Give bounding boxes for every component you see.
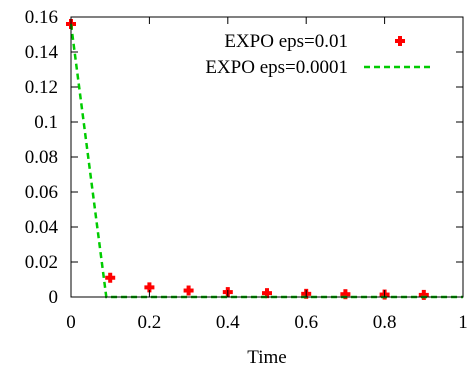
- x-axis-label: Time: [247, 347, 286, 368]
- data-point: [340, 289, 351, 300]
- axes: 0 0.02 0.04 0.06 0.08 0.1 0.12 0.14 0.16 0 0.2 0.4 0…: [25, 7, 468, 333]
- data-point: [262, 288, 272, 299]
- y-tick-label: 0.1: [34, 112, 58, 133]
- y-tick-label: 0: [49, 287, 59, 308]
- y-tick-label: 0.06: [25, 182, 58, 203]
- y-tick-label: 0.14: [25, 42, 59, 63]
- x-tick-label: 0.6: [294, 312, 318, 333]
- x-tick-label: 0.8: [373, 312, 397, 333]
- y-tick-label: 0.12: [25, 77, 58, 98]
- y-tick-label: 0.08: [25, 147, 58, 168]
- legend-label: EXPO eps=0.01: [224, 31, 348, 52]
- legend-label: EXPO eps=0.0001: [205, 57, 348, 78]
- x-tick-label: 1: [458, 312, 468, 333]
- data-point: [144, 282, 155, 293]
- y-tick-label: 0.16: [25, 7, 58, 28]
- legend: EXPO eps=0.01 EXPO eps=0.0001: [205, 31, 434, 78]
- x-tick-label: 0.4: [216, 312, 240, 333]
- y-tick-label: 0.02: [25, 252, 58, 273]
- x-tick-label: 0: [66, 312, 76, 333]
- y-tick-label: 0.04: [25, 217, 59, 238]
- legend-swatch-marker: [395, 36, 405, 46]
- data-point: [183, 285, 194, 296]
- data-point: [418, 289, 429, 300]
- data-point: [105, 272, 116, 283]
- x-tick-label: 0.2: [138, 312, 162, 333]
